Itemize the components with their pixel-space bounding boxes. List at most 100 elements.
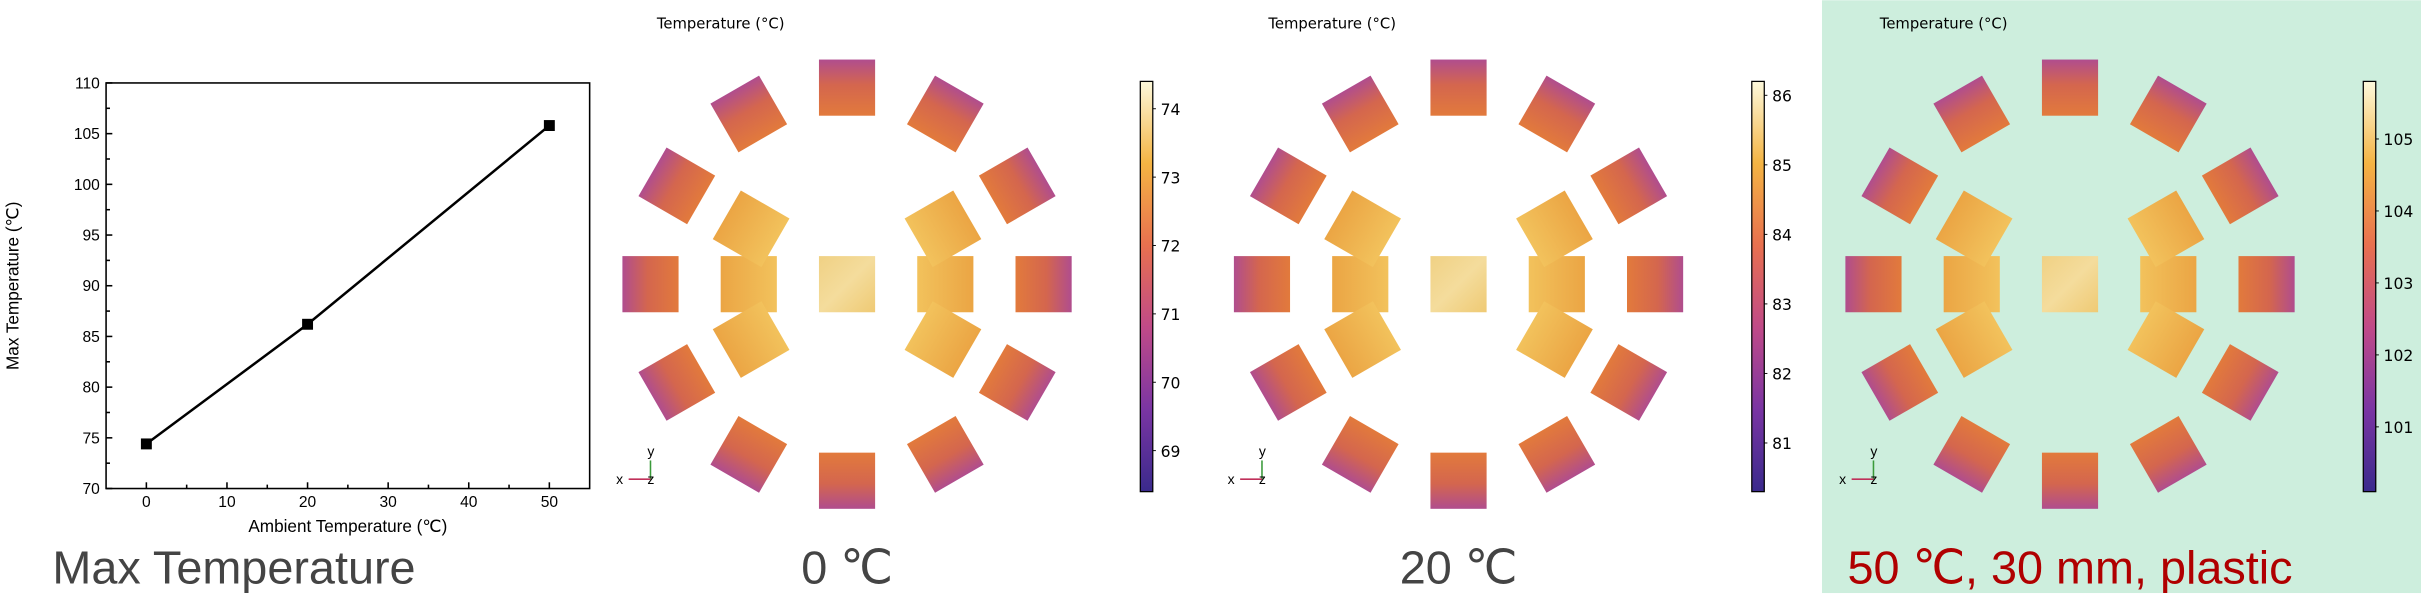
x-tick-label: 0: [142, 494, 151, 511]
outer-module: [2238, 256, 2295, 313]
outer-module: [1015, 256, 1072, 313]
triad-z-label: z: [1259, 471, 1266, 487]
colorbar: [1751, 80, 1765, 493]
outer-module: [2201, 344, 2279, 421]
triad-z-label: z: [1870, 471, 1877, 487]
outer-module: [1518, 75, 1596, 153]
highlight-background: [1821, 0, 2421, 594]
inner-module: [1516, 190, 1593, 268]
x-tick-label: 10: [218, 494, 236, 511]
y-tick-label: 70: [83, 481, 101, 498]
inner-module: [1935, 301, 2013, 378]
outer-module: [1321, 75, 1399, 153]
panel-caption: 50 ℃, 30 mm, plastic: [1847, 542, 2292, 594]
panel-title: Temperature (°C): [1879, 15, 2008, 32]
colorbar-tick-label: 84: [1772, 227, 1792, 245]
outer-module: [818, 452, 876, 509]
max-temperature-chart: 70 75 80 85 90 95 100 105 110 0 10 20 30 40 50 Ambient…: [3, 75, 591, 594]
inner-module: [2127, 190, 2205, 268]
y-tick-label: 110: [75, 75, 100, 92]
outer-module: [710, 416, 788, 493]
triad-x-label: x: [1228, 471, 1235, 487]
inner-module: [1324, 301, 1401, 378]
outer-module: [2201, 147, 2279, 225]
inner-module: [1516, 301, 1593, 378]
colorbar-tick-label: 103: [2384, 275, 2414, 293]
panel-title: Temperature (°C): [1267, 15, 1396, 32]
series-line: [145, 124, 551, 445]
colorbar-tick-label: 81: [1772, 435, 1792, 453]
colorbar-tick-label: 73: [1161, 169, 1181, 187]
triad-y-label: y: [1259, 443, 1266, 459]
colorbar-tick-label: 102: [2384, 347, 2414, 365]
panel-title: Temperature (°C): [656, 15, 785, 32]
outer-module: [1233, 256, 1291, 313]
panel-caption: 20 ℃: [1400, 542, 1518, 594]
chart-caption: Max Temperature: [52, 542, 415, 594]
triad-x-label: x: [1839, 471, 1846, 487]
triad-y-label: y: [1870, 443, 1877, 459]
x-tick-label: 50: [541, 494, 559, 511]
data-point: [140, 438, 152, 450]
inner-module: [720, 256, 777, 313]
x-tick-label: 30: [379, 494, 397, 511]
outer-module: [1590, 344, 1668, 421]
temperature-map-panel: Temperature (°C) y x z 81 82 83 84 85 86 20 ℃: [1228, 15, 1792, 593]
colorbar-tick-label: 105: [2384, 131, 2414, 149]
inner-module: [1324, 190, 1401, 268]
colorbar-tick-label: 72: [1161, 238, 1181, 256]
y-tick-label: 105: [74, 126, 100, 143]
outer-module: [1861, 147, 1939, 225]
temperature-map-panel: Temperature (°C) y x z 101 102 103 104 105 50 ℃, …: [1839, 15, 2413, 593]
colorbar-tick-label: 86: [1772, 88, 1792, 106]
triad-y-label: y: [647, 443, 654, 459]
y-tick-label: 75: [83, 430, 101, 447]
outer-module: [638, 344, 716, 421]
outer-module: [1430, 452, 1487, 509]
outer-module: [1933, 75, 2011, 153]
inner-module: [712, 301, 790, 378]
outer-module: [906, 416, 984, 493]
outer-module: [1861, 344, 1939, 421]
y-tick-label: 80: [83, 380, 101, 397]
outer-module: [2041, 452, 2099, 509]
panel-caption: 0 ℃: [801, 542, 893, 594]
center-module: [1430, 256, 1487, 313]
triad-x-label: x: [616, 471, 623, 487]
outer-module: [638, 147, 716, 225]
data-point: [543, 120, 555, 131]
outer-module: [2041, 59, 2099, 116]
outer-module: [906, 75, 984, 153]
colorbar-tick-label: 83: [1772, 296, 1792, 314]
data-point: [302, 318, 314, 330]
colorbar-tick-label: 82: [1772, 366, 1792, 384]
y-tick-label: 100: [74, 177, 100, 194]
inner-module: [917, 256, 974, 313]
y-tick-label: 95: [83, 228, 101, 245]
outer-module: [1430, 59, 1487, 116]
outer-module: [1590, 147, 1668, 225]
colorbar: [1139, 80, 1154, 493]
inner-module: [1332, 256, 1389, 313]
outer-module: [1626, 256, 1684, 313]
inner-module: [2127, 301, 2205, 378]
inner-module: [2140, 256, 2197, 313]
x-tick-label: 40: [460, 494, 478, 511]
y-tick-label: 90: [83, 278, 101, 295]
y-axis-label: Max Temperature (℃): [3, 201, 23, 369]
inner-module: [712, 190, 790, 268]
outer-module: [1321, 416, 1399, 493]
inner-module: [1528, 256, 1585, 313]
colorbar-tick-label: 101: [2384, 419, 2414, 437]
inner-module: [1935, 190, 2013, 268]
colorbar-tick-label: 74: [1161, 101, 1181, 119]
inner-module: [904, 190, 982, 268]
colorbar-tick-label: 85: [1772, 157, 1792, 175]
outer-module: [622, 256, 679, 313]
x-tick-label: 20: [299, 494, 317, 511]
colorbar-tick-label: 104: [2384, 203, 2414, 221]
temperature-map-panel: Temperature (°C) y x z 69 70 71 72 73 74 0 ℃: [616, 15, 1180, 593]
outer-module: [1933, 416, 2011, 493]
center-module: [2041, 256, 2099, 313]
